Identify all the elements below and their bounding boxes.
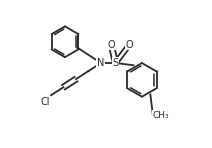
Text: Cl: Cl	[40, 97, 50, 107]
Text: S: S	[113, 58, 119, 68]
Text: CH₃: CH₃	[153, 111, 170, 120]
Text: O: O	[126, 40, 133, 50]
Text: O: O	[107, 40, 115, 50]
Text: N: N	[97, 58, 105, 68]
